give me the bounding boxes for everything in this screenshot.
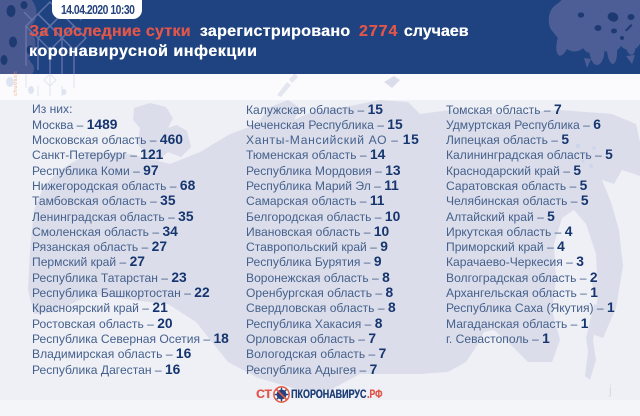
svg-text:j: j (608, 382, 612, 397)
